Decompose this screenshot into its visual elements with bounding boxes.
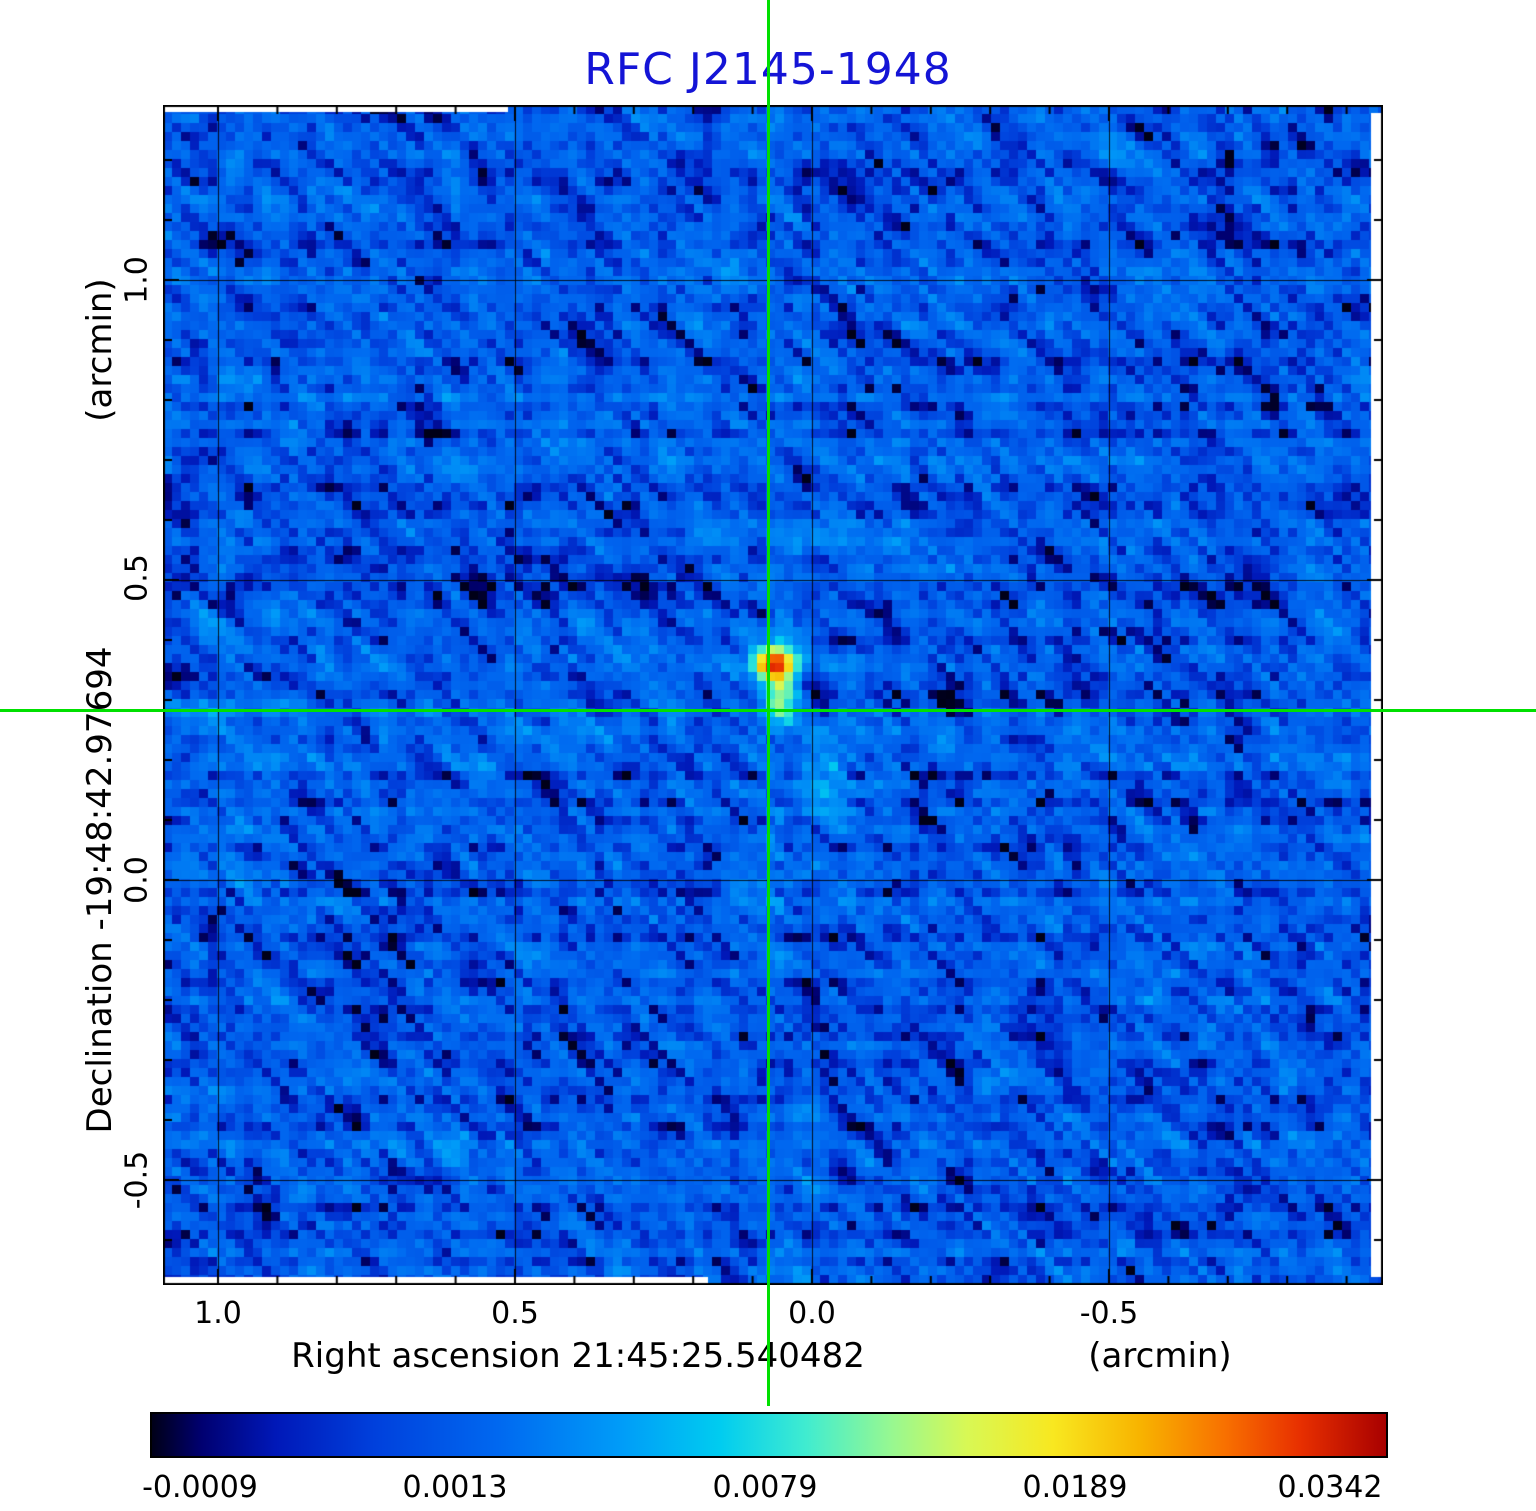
y-tick-label: -0.5 [119,1150,155,1210]
colorbar-tick-label: -0.0009 [142,1470,258,1505]
y-axis-unit-label: (arcmin) [80,278,120,422]
y-tick-label: 0.5 [119,554,155,602]
colorbar-tick-label: 0.0189 [1022,1470,1128,1505]
x-axis-title: Right ascension 21:45:25.540482 [291,1336,865,1376]
x-tick-label: 0.5 [491,1296,539,1331]
x-axis-unit-label: (arcmin) [1088,1336,1232,1376]
colorbar-tick-label: 0.0013 [402,1470,508,1505]
sky-map-plot [163,105,1383,1285]
colorbar [150,1412,1388,1458]
colorbar-tick-label: 0.0342 [1277,1470,1383,1505]
y-tick-label: 1.0 [119,256,155,304]
sky-image-canvas [163,105,1383,1285]
x-tick-label: -0.5 [1079,1296,1139,1331]
y-axis-title: Declination -19:48:42.97694 [80,646,120,1134]
x-tick-label: 1.0 [194,1296,242,1331]
colorbar-tick-label: 0.0079 [712,1470,818,1505]
y-tick-label: 0.0 [119,856,155,904]
x-tick-label: 0.0 [788,1296,836,1331]
crosshair-vertical-line [766,0,770,1406]
crosshair-horizontal-line [0,708,1536,712]
